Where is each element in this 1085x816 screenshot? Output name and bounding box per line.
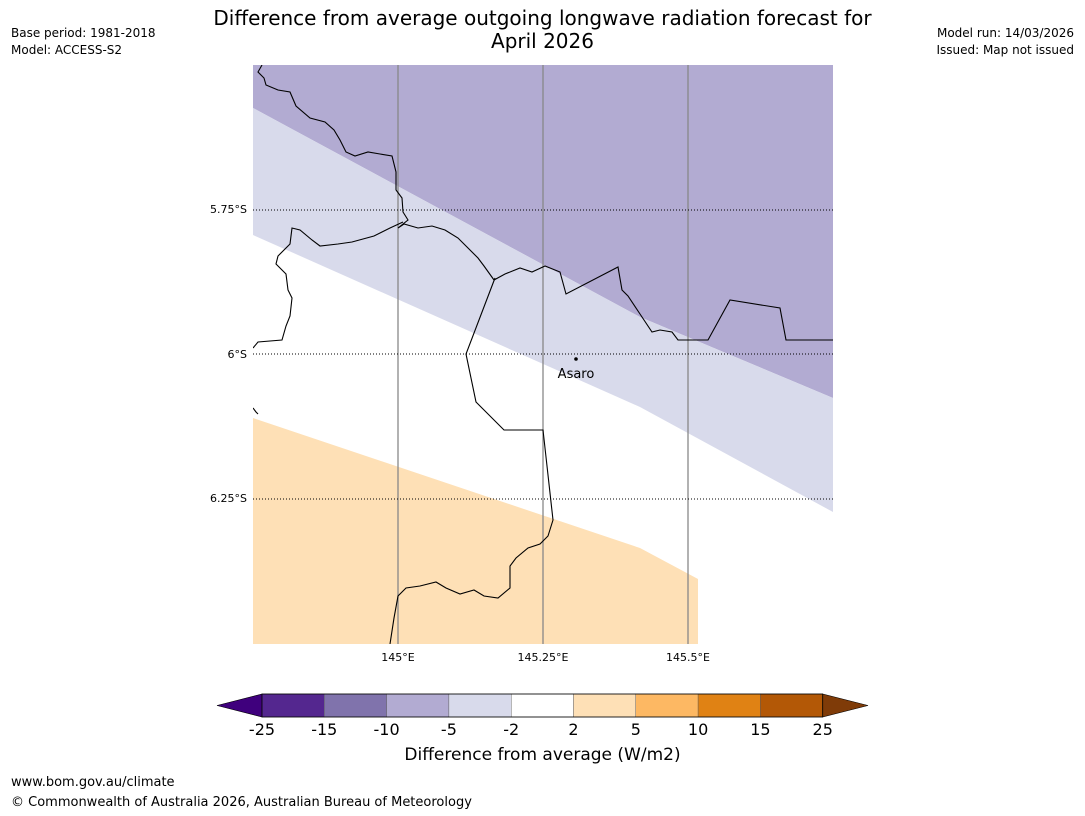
colorbar-tick-label: 15 (750, 720, 771, 739)
colorbar-segment (324, 693, 387, 718)
footer-url[interactable]: www.bom.gov.au/climate (11, 775, 175, 790)
colorbar-tick-label: 25 (812, 720, 833, 739)
asaro-marker (574, 357, 578, 361)
colorbar-segment (760, 693, 823, 718)
model-run: Model run: 14/03/2026 (936, 26, 1074, 40)
lon-label-145-5e: 145.5°E (666, 651, 710, 664)
colorbar-segment (261, 693, 325, 718)
colorbar-segment (511, 693, 574, 718)
issued-status: Issued: Map not issued (936, 43, 1074, 57)
asaro-label: Asaro (558, 367, 595, 382)
lat-label-5-75s: 5.75°S (210, 203, 247, 216)
colorbar-arrow-low (216, 693, 263, 718)
footer-copyright: © Commonwealth of Australia 2026, Austra… (11, 795, 472, 810)
model-name: Model: ACCESS-S2 (11, 43, 123, 57)
colorbar-tick-label: -2 (503, 720, 520, 739)
colorbar-title: Difference from average (W/m2) (404, 745, 681, 765)
colorbar-segment (386, 693, 450, 718)
meta-right: Model run: 14/03/2026 Issued: Map not is… (936, 25, 1074, 59)
base-period: Base period: 1981-2018 (11, 26, 156, 40)
map-area: Asaro (253, 65, 833, 644)
colorbar-segment (448, 693, 512, 718)
title-line-2: April 2026 (491, 29, 594, 53)
anomaly-band-2-5 (253, 418, 698, 644)
map-title: Difference from average outgoing longwav… (0, 7, 1085, 53)
colorbar-tick-label: -10 (373, 720, 400, 739)
lon-label-145-25e: 145.25°E (518, 651, 569, 664)
colorbar-tick-label: -15 (311, 720, 338, 739)
colorbar-tick-label: -25 (248, 720, 276, 739)
graticule (253, 65, 833, 644)
lon-label-145e: 145°E (381, 651, 414, 664)
colorbar-frame (261, 693, 824, 718)
colorbar-arrow-high (822, 693, 869, 718)
axis-labels: 5.75°S 6°S 6.25°S 145°E 145.25°E 145.5°E (210, 203, 710, 664)
province-borders (253, 65, 833, 644)
colorbar-tick-label: 10 (687, 720, 709, 739)
colorbar-tick-label: 5 (630, 720, 641, 739)
border-central (389, 277, 554, 644)
colorbar (216, 693, 869, 718)
lat-label-6-25s: 6.25°S (210, 492, 247, 505)
lat-label-6s: 6°S (228, 348, 247, 361)
meta-left: Base period: 1981-2018 Model: ACCESS-S2 (11, 25, 156, 59)
colorbar-segment (697, 693, 761, 718)
colorbar-segment (635, 693, 699, 718)
border-north-west (253, 221, 404, 349)
border-west-stub (253, 407, 259, 415)
colorbar-tick-label: -5 (440, 720, 457, 739)
border-north-upper (257, 65, 833, 341)
colorbar-segment (573, 693, 636, 718)
colorbar-tick-label: 2 (568, 720, 579, 739)
title-line-1: Difference from average outgoing longwav… (213, 6, 872, 30)
